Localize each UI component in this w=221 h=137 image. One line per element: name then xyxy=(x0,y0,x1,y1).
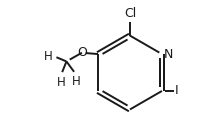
Text: H: H xyxy=(71,75,80,88)
Text: O: O xyxy=(77,46,87,59)
Text: I: I xyxy=(175,85,178,98)
Text: N: N xyxy=(164,48,173,61)
Text: H: H xyxy=(44,50,53,63)
Text: H: H xyxy=(57,75,65,89)
Text: Cl: Cl xyxy=(124,7,136,20)
